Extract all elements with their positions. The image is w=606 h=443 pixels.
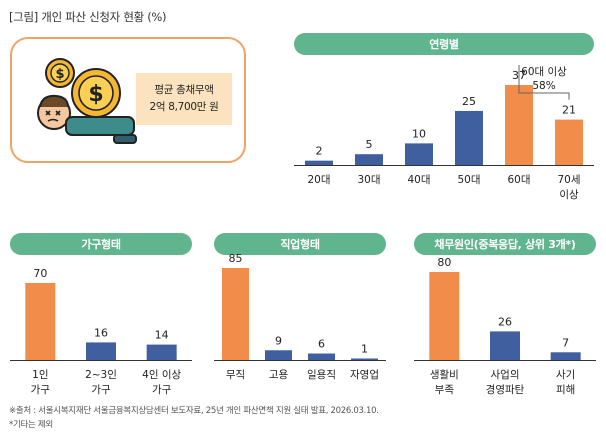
age-category-label: 60대 <box>507 174 530 186</box>
svg-text:$: $ <box>88 82 103 107</box>
figure-title: [그림] 개인 파산 신청자 현황 (%) <box>9 10 167 24</box>
household-category-label: 가구 <box>152 384 172 396</box>
average-debt-label: 평균 총채무액 2억 8,700만 원 <box>136 73 232 125</box>
job-value-label: 85 <box>229 252 243 265</box>
household-value-label: 14 <box>155 329 169 342</box>
household-category-label: 가구 <box>91 384 111 396</box>
age-bar <box>405 143 433 165</box>
cause-category-label: 생활비 <box>430 368 459 381</box>
cause-category-label: 피해 <box>556 383 575 396</box>
age-value-label: 2 <box>316 145 323 158</box>
household-category-label: 1인 <box>32 369 48 381</box>
cause-bar <box>490 331 520 360</box>
average-debt-caption: 평균 총채무액 <box>154 84 214 96</box>
age-category-label: 30대 <box>357 174 380 186</box>
age-category-label: 이상 <box>559 189 579 201</box>
job-value-label: 6 <box>318 338 325 351</box>
job-chart-title: 직업형태 <box>214 233 386 255</box>
household-category-label: 가구 <box>31 384 51 396</box>
job-category-label: 자영업 <box>350 368 379 381</box>
job-bar <box>351 358 378 360</box>
job-category-label: 무직 <box>226 369 245 381</box>
cause-category-label: 사기 <box>556 369 575 381</box>
cause-bar <box>550 352 581 360</box>
age-chart-title: 연령별 <box>294 33 594 55</box>
job-value-label: 9 <box>275 334 282 347</box>
job-category-label: 일용직 <box>307 368 336 381</box>
cause-chart-title: 채무원인(중복응답, 상위 3개*) <box>414 233 596 255</box>
household-category-label: 2~3인 <box>85 369 117 381</box>
average-debt-value: 2억 8,700만 원 <box>149 101 219 113</box>
job-category-label: 고용 <box>269 369 289 381</box>
cause-category-label: 사업의 <box>491 368 520 381</box>
age-value-label: 10 <box>412 127 426 140</box>
age-value-label: 5 <box>366 138 373 151</box>
cause-value-label: 7 <box>562 336 569 349</box>
age-annotation-value: 58% <box>532 80 555 92</box>
age-value-label: 25 <box>462 95 476 108</box>
exclusion-footnote: *기타는 제외 <box>9 420 53 430</box>
job-value-label: 1 <box>361 343 368 356</box>
age-category-label: 70세 <box>557 174 580 186</box>
age-bar <box>305 160 333 165</box>
household-bar <box>86 342 116 360</box>
age-category-label: 20대 <box>307 174 330 186</box>
cause-value-label: 26 <box>498 315 512 328</box>
age-value-label: 21 <box>562 104 576 117</box>
debtor-with-coins-icon: $ $ <box>37 58 137 144</box>
cause-value-label: 80 <box>437 256 451 269</box>
job-bar <box>222 268 249 360</box>
average-debt-panel: $ $ 평균 총채무액 2억 8,700만 원 <box>10 37 246 163</box>
job-bar <box>308 353 335 360</box>
age-bar <box>455 110 483 165</box>
svg-text:$: $ <box>55 67 64 82</box>
job-bar <box>265 350 292 360</box>
age-bar <box>505 85 533 165</box>
age-annotation-bracket <box>518 65 570 100</box>
age-bar <box>555 119 583 165</box>
household-bar <box>146 344 177 360</box>
household-category-label: 4인 이상 <box>142 369 181 381</box>
household-bar <box>25 283 56 360</box>
cause-category-label: 부족 <box>435 384 455 396</box>
source-footnote: ※출처 : 서울시복지재단 서울금융복지상담센터 보도자료, 25년 개인 파산… <box>9 406 379 416</box>
household-value-label: 16 <box>94 326 108 339</box>
age-category-label: 40대 <box>407 174 430 186</box>
age-annotation-label: 60대 이상 <box>521 66 567 78</box>
age-bar <box>355 154 383 165</box>
household-value-label: 70 <box>33 267 47 280</box>
household-chart-title: 가구형태 <box>10 233 192 255</box>
cause-category-label: 경영파탄 <box>486 383 525 396</box>
cause-bar <box>429 272 460 360</box>
age-category-label: 50대 <box>457 174 480 186</box>
